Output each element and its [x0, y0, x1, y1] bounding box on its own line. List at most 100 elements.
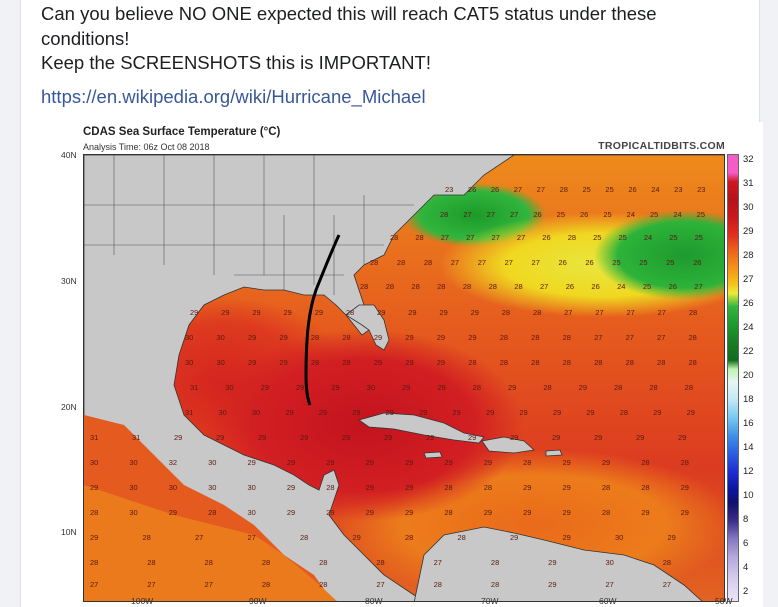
- sst-value: 30: [216, 358, 225, 367]
- colorbar-label: 32: [743, 154, 754, 165]
- sst-value: 27: [531, 258, 540, 267]
- sst-value: 28: [319, 558, 328, 567]
- sst-value: 30: [168, 483, 178, 492]
- sst-value: 29: [653, 408, 662, 417]
- sst-value: 27: [625, 333, 634, 342]
- sst-value: 29: [283, 308, 292, 317]
- sst-value: 27: [657, 308, 666, 317]
- sst-value: 29: [680, 508, 689, 517]
- post-text-line-3: Keep the SCREENSHOTS this is IMPORTANT!: [41, 52, 431, 73]
- sst-value: 31: [132, 433, 141, 442]
- lon-label-50w: 50W: [715, 596, 733, 606]
- sst-value: 26: [533, 210, 542, 219]
- sst-value: 28: [501, 308, 511, 317]
- sst-value: 28: [444, 483, 453, 492]
- sst-value: 29: [426, 433, 435, 442]
- sst-value: 29: [594, 433, 603, 442]
- sst-value: 28: [514, 282, 523, 291]
- sst-value: 29: [436, 333, 446, 342]
- sst-value: 27: [564, 308, 573, 317]
- sst-value: 30: [247, 508, 256, 517]
- sst-value: 27: [657, 333, 666, 342]
- sst-value: 30: [208, 483, 217, 492]
- sst-value: 28: [405, 533, 414, 542]
- sst-value: 27: [605, 580, 614, 589]
- sst-value: 26: [467, 185, 477, 194]
- wikipedia-link[interactable]: https://en.wikipedia.org/wiki/Hurricane_…: [41, 86, 426, 107]
- sst-value: 28: [360, 282, 369, 291]
- sst-value: 30: [185, 333, 194, 342]
- sst-value: 30: [129, 508, 138, 517]
- sst-value: 28: [601, 483, 611, 492]
- sst-value: 28: [625, 358, 634, 367]
- sst-value: 28: [444, 508, 453, 517]
- sst-value: 28: [641, 483, 650, 492]
- sst-value: 29: [286, 508, 296, 517]
- sst-value: 28: [390, 233, 399, 242]
- map-analysis-time: Analysis Time: 06z Oct 08 2018: [83, 142, 210, 152]
- sst-value: 26: [628, 185, 637, 194]
- sst-value: 28: [440, 210, 449, 219]
- sst-value: 28: [649, 383, 658, 392]
- colorbar-label: 18: [743, 394, 754, 405]
- sst-value: 24: [626, 210, 635, 219]
- sst-value: 26: [565, 282, 575, 291]
- sst-value: 28: [499, 358, 509, 367]
- sst-value: 29: [523, 483, 532, 492]
- sst-value: 29: [90, 483, 99, 492]
- sst-value: 28: [490, 558, 500, 567]
- sst-value: 27: [536, 185, 545, 194]
- sst-value: 29: [470, 308, 479, 317]
- sst-value: 29: [90, 533, 99, 542]
- sst-value: 28: [319, 580, 328, 589]
- sst-value: 29: [680, 483, 689, 492]
- sst-value: 25: [603, 210, 612, 219]
- sst-value: 27: [195, 533, 204, 542]
- sst-value: 23: [697, 185, 706, 194]
- sst-value: 29: [405, 508, 414, 517]
- sst-value: 27: [516, 233, 526, 242]
- sst-value: 28: [457, 533, 466, 542]
- sst-value: 29: [510, 533, 519, 542]
- sst-value: 28: [688, 333, 697, 342]
- sst-value: 27: [662, 580, 672, 589]
- sst-value: 28: [261, 580, 271, 589]
- sst-value: 29: [331, 383, 340, 392]
- sst-value: 30: [185, 358, 194, 367]
- sst-value: 25: [556, 210, 565, 219]
- lon-label-80w: 80W: [365, 596, 383, 606]
- colorbar-label: 8: [743, 514, 749, 525]
- sst-value: 29: [296, 383, 305, 392]
- sst-value: 25: [642, 282, 652, 291]
- sst-value: 29: [519, 408, 528, 417]
- sst-value: 28: [326, 483, 335, 492]
- sst-value: 29: [562, 533, 571, 542]
- sst-value: 24: [651, 185, 660, 194]
- sst-value: 27: [594, 333, 603, 342]
- sst-value: 25: [694, 233, 703, 242]
- colorbar-label: 14: [743, 442, 754, 453]
- sst-value: 30: [247, 483, 256, 492]
- sst-value: 29: [452, 408, 461, 417]
- sst-value: 32: [168, 458, 178, 467]
- sst-value: 28: [562, 333, 571, 342]
- sst-value: 26: [558, 258, 567, 267]
- sst-value: 29: [342, 433, 351, 442]
- sst-value: 29: [190, 308, 199, 317]
- sst-value: 25: [618, 233, 627, 242]
- sst-value: 24: [643, 233, 653, 242]
- sst-value: 29: [548, 580, 557, 589]
- sst-value: 28: [342, 358, 351, 367]
- sst-value: 28: [423, 258, 433, 267]
- sst-value: 28: [437, 282, 446, 291]
- colorbar-label: 30: [743, 202, 754, 213]
- lat-label-20n: 20N: [61, 402, 77, 412]
- sst-value: 27: [595, 308, 604, 317]
- sst-map-image[interactable]: CDAS Sea Surface Temperature (°C) Analys…: [59, 122, 763, 607]
- sst-value: 29: [252, 308, 261, 317]
- sst-value: 26: [591, 282, 600, 291]
- sst-value: 28: [601, 508, 611, 517]
- sst-value: 30: [90, 458, 99, 467]
- sst-value: 28: [376, 558, 385, 567]
- sst-value: 23: [445, 185, 454, 194]
